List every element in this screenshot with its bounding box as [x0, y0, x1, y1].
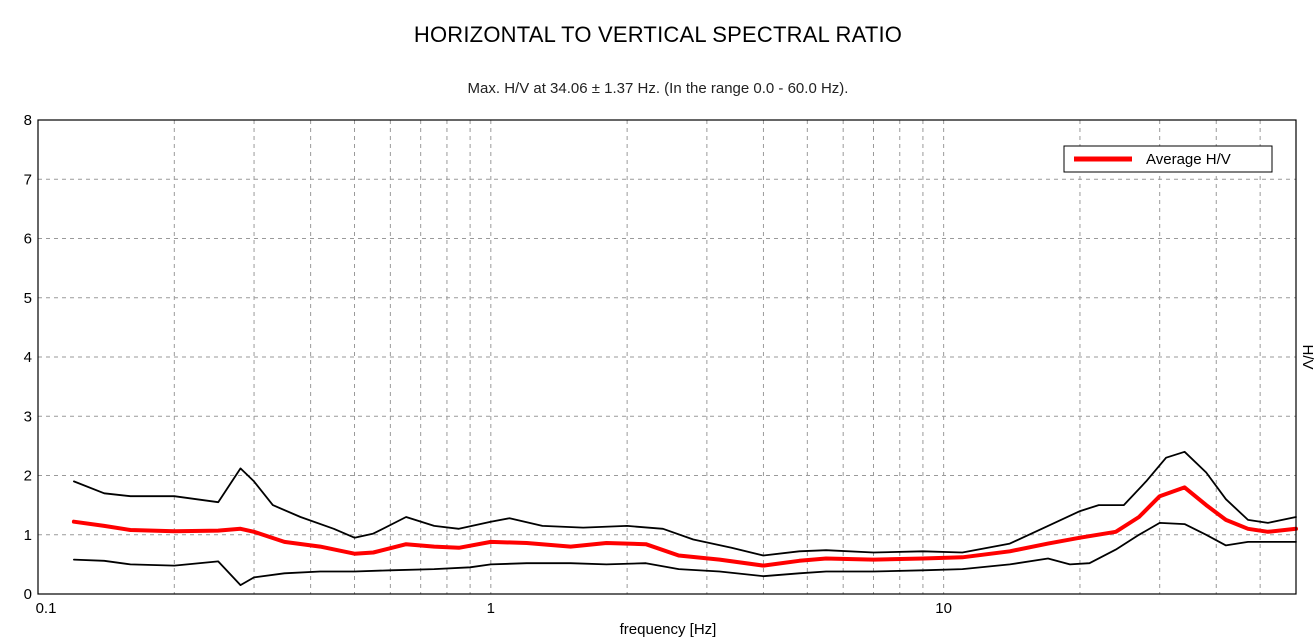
chart-title: HORIZONTAL TO VERTICAL SPECTRAL RATIO	[413, 22, 903, 47]
plot-frame	[37, 119, 1297, 595]
y-tick-labels: 0 1 2 3 4 5 6 7 8	[24, 112, 32, 603]
y-tick-label: 7	[24, 171, 32, 188]
y-tick-label: 2	[24, 468, 32, 485]
series-line-upper-bound	[73, 450, 1297, 557]
y-tick-label: 0	[24, 586, 32, 603]
y-tick-label: 3	[24, 408, 32, 425]
x-tick-label: 1	[487, 600, 495, 617]
x-tick-label: 0.1	[36, 600, 57, 617]
series-line-average-hv	[71, 485, 1298, 568]
x-axis-label: frequency [Hz]	[620, 621, 717, 638]
legend-entry-average-hv: Average H/V	[1146, 151, 1231, 168]
legend: Average H/V	[1063, 145, 1273, 173]
y-axis-label: H/V	[1299, 344, 1316, 369]
y-tick-label: 4	[24, 349, 32, 366]
y-tick-label: 5	[24, 290, 32, 307]
y-tick-label: 8	[24, 112, 32, 129]
x-tick-label: 10	[935, 600, 952, 617]
x-tick-labels: 0.1 1 10	[36, 600, 952, 617]
series-line-lower-bound	[73, 522, 1297, 586]
series-group	[71, 450, 1298, 586]
y-tick-label: 6	[24, 231, 32, 248]
chart-subtitle: Max. H/V at 34.06 ± 1.37 Hz. (In the ran…	[467, 80, 849, 97]
y-tick-label: 1	[24, 527, 32, 544]
grid-lines	[38, 120, 1296, 594]
